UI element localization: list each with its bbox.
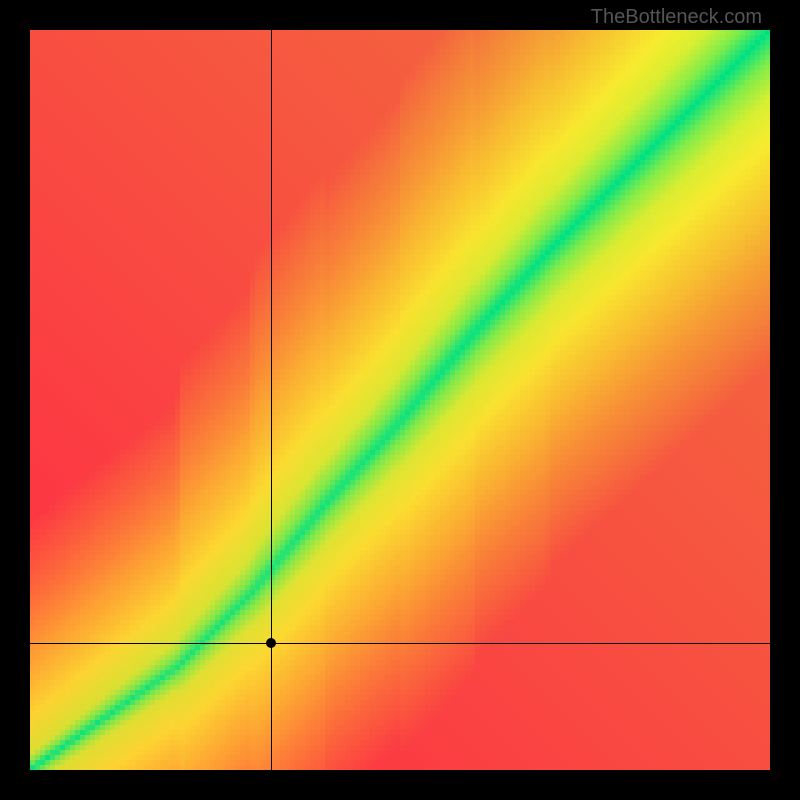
crosshair-marker [266, 638, 276, 648]
crosshair-horizontal [30, 643, 770, 644]
crosshair-vertical [271, 30, 272, 770]
heatmap-plot [30, 30, 770, 770]
heatmap-canvas [30, 30, 770, 770]
watermark-text: TheBottleneck.com [591, 6, 762, 29]
